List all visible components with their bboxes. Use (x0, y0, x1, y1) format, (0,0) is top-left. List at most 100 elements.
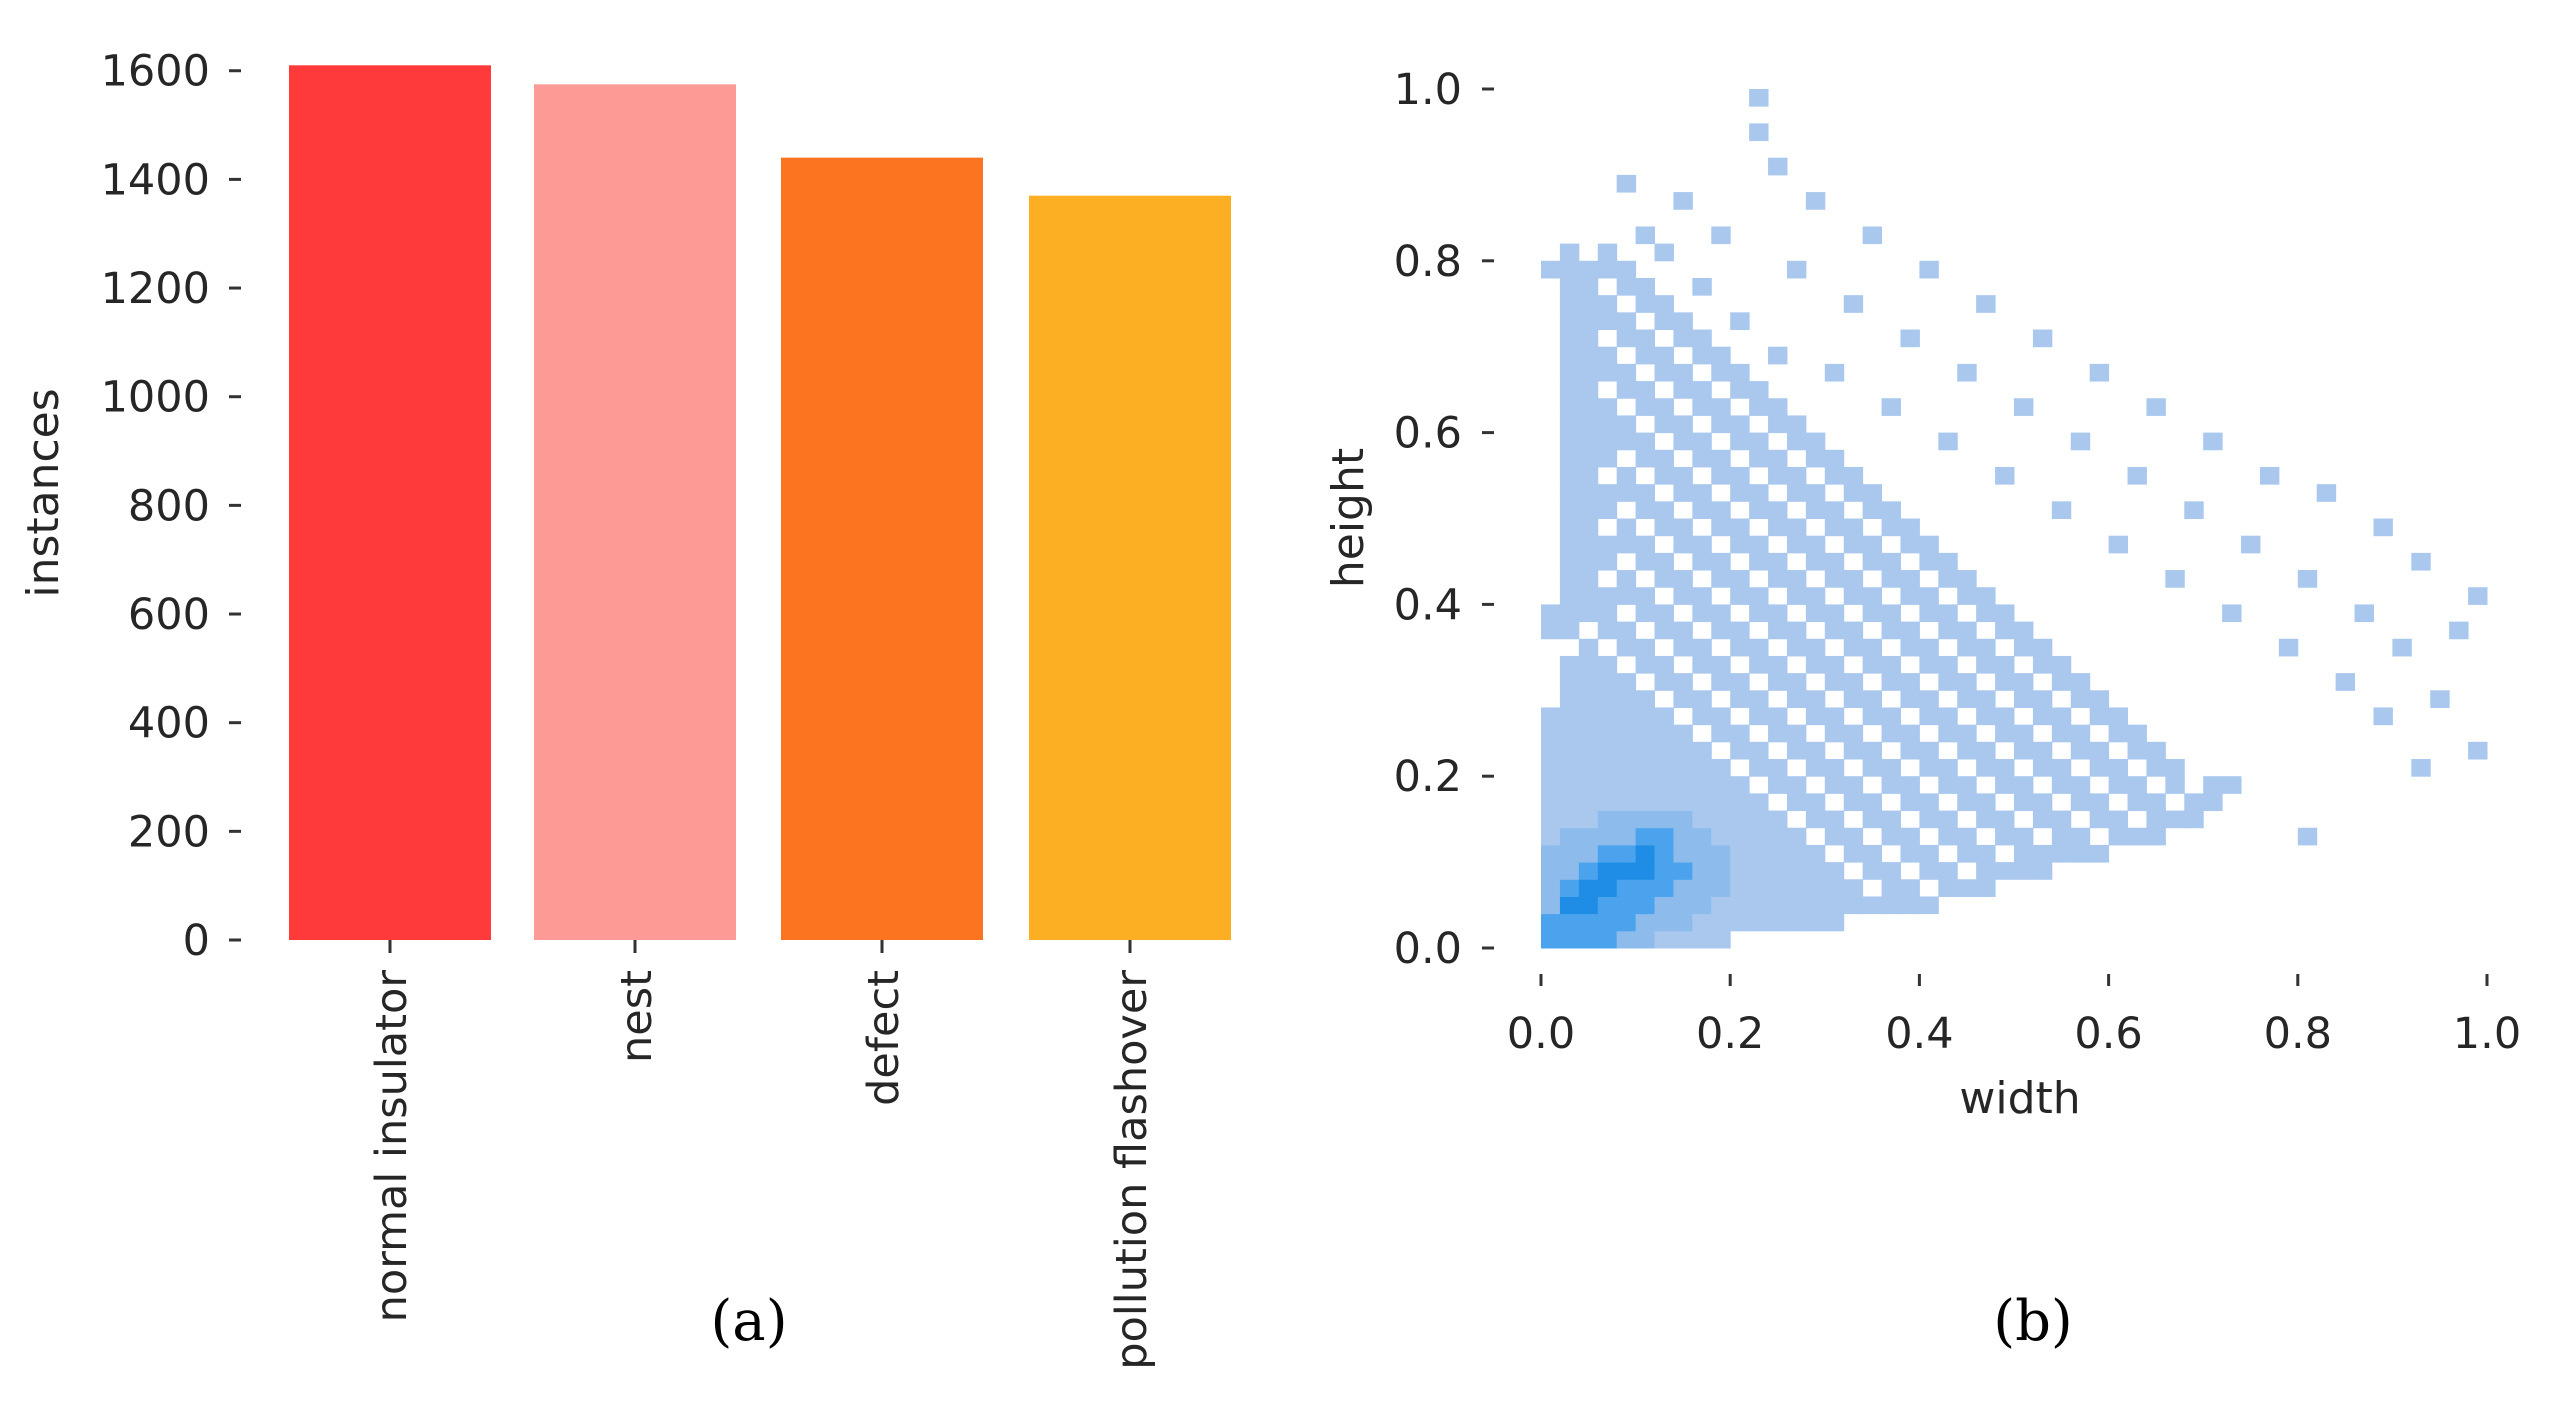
histogram-cell (1578, 810, 1599, 829)
histogram-cell (1805, 604, 1826, 623)
histogram-cell (1711, 226, 1731, 245)
histogram-cell (1919, 604, 1939, 623)
histogram-cell (1711, 862, 1731, 880)
histogram-cell (1749, 655, 1769, 674)
histogram-cell (1635, 484, 1656, 502)
histogram-cell (1862, 759, 1883, 777)
histogram-cell (1843, 793, 1864, 812)
histogram-cell (1900, 741, 1920, 760)
histogram-cell (1559, 604, 1580, 623)
histogram-cell (1786, 673, 1807, 691)
histogram-cell (1635, 277, 1656, 296)
histogram-cell (1768, 466, 1788, 485)
histogram-cell (1957, 741, 1977, 760)
histogram-cell (1843, 896, 1864, 915)
histogram-cell (1730, 621, 1750, 640)
histogram-cell (1824, 913, 1845, 932)
histogram-cell (1824, 673, 1845, 691)
histogram-cell (1749, 501, 1769, 519)
histogram-cell (1578, 260, 1599, 279)
histogram-cell (2051, 776, 2072, 794)
histogram-cell (1862, 604, 1883, 623)
histogram-cell (1768, 896, 1788, 915)
histogram-cell (2032, 862, 2053, 880)
histogram-cell (1919, 707, 1939, 726)
histogram-cell (1881, 827, 1901, 846)
x-tick-label: 1.0 (2453, 1009, 2521, 1059)
histogram-cell (1919, 260, 1939, 279)
histogram-cell (1862, 741, 1883, 760)
histogram-cell (1730, 793, 1750, 812)
histogram-cell (1597, 621, 1618, 640)
x-tick-label: 0.6 (2074, 1009, 2142, 1059)
histogram-cell (1616, 570, 1637, 588)
histogram-cell (1786, 638, 1807, 657)
histogram-cell (1673, 363, 1693, 382)
histogram-cell (2108, 759, 2129, 777)
histogram-cell (1749, 587, 1769, 605)
histogram-cell (2089, 690, 2110, 708)
histogram-cell (2070, 690, 2091, 708)
histogram-cell (1578, 535, 1599, 554)
histogram-cell (1673, 862, 1693, 880)
histogram-cell (2032, 793, 2053, 812)
histogram-cell (1824, 862, 1845, 880)
histogram-cell (1805, 535, 1826, 554)
histogram-cell (1711, 793, 1731, 812)
histogram-cell (1692, 810, 1712, 829)
histogram-cell (1616, 724, 1637, 743)
histogram-cell (1749, 552, 1769, 571)
histogram-cell (1654, 724, 1674, 743)
histogram-cell (1692, 381, 1712, 399)
histogram-cell (1711, 398, 1731, 416)
histogram-cell (1673, 776, 1693, 794)
histogram-cell (1768, 673, 1788, 691)
histogram-cell (1749, 879, 1769, 897)
histogram-cell (1559, 484, 1580, 502)
histogram-cell (2184, 501, 2204, 519)
heatmap-panel: 0.0 0.2 0.4 0.6 0.8 1.0 0.0 0.2 0.4 0.6 0.8 1.0 wi… (1323, 65, 2521, 1354)
histogram-cell (1654, 449, 1674, 468)
histogram-cell (1635, 552, 1656, 571)
histogram-cell (2070, 844, 2091, 863)
histogram-cell (1597, 484, 1618, 502)
histogram-cell (1900, 776, 1920, 794)
histogram-cell (2070, 432, 2091, 451)
histogram-cell (1824, 449, 1845, 468)
histogram-cell (1957, 844, 1977, 863)
histogram-cell (1711, 415, 1731, 434)
histogram-cell (1995, 862, 2015, 880)
histogram-cell (1541, 260, 1561, 279)
histogram-cell (1730, 363, 1750, 382)
histogram-cell (1824, 879, 1845, 897)
histogram-cell (2127, 827, 2147, 846)
histogram-cell (1654, 759, 1674, 777)
histogram-cell (2184, 793, 2204, 812)
histogram-cell (1559, 295, 1580, 313)
histogram-cell (1692, 277, 1712, 296)
histogram-cell (2146, 398, 2166, 416)
histogram-cell (1578, 587, 1599, 605)
histogram-cell (1616, 673, 1637, 691)
histogram-cell (1559, 363, 1580, 382)
histogram-cell (1616, 707, 1637, 726)
histogram-cell (1749, 535, 1769, 554)
histogram-cell (1673, 879, 1693, 897)
histogram-cell (1995, 604, 2015, 623)
histogram-cell (1919, 896, 1939, 915)
histogram-cell (2165, 810, 2185, 829)
histogram-cell (1900, 879, 1920, 897)
histogram-cell (1749, 381, 1769, 399)
histogram-cell (1881, 759, 1901, 777)
histogram-cell (1900, 673, 1920, 691)
histogram-cell (1559, 844, 1580, 863)
histogram-cell (1616, 363, 1637, 382)
histogram-cell (1635, 844, 1656, 863)
histogram-cell (1843, 827, 1864, 846)
histogram-cell (1616, 879, 1637, 897)
histogram-cell (1692, 879, 1712, 897)
histogram-cell (1692, 707, 1712, 726)
histogram-cell (1541, 862, 1561, 880)
histogram-cell (1692, 398, 1712, 416)
histogram-cell (1976, 604, 1996, 623)
